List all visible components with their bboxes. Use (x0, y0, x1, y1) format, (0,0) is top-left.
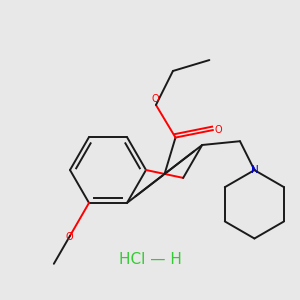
Text: O: O (66, 232, 73, 242)
Text: O: O (151, 94, 159, 104)
Text: HCl — H: HCl — H (118, 253, 182, 268)
Text: N: N (250, 165, 258, 175)
Text: O: O (215, 125, 222, 135)
